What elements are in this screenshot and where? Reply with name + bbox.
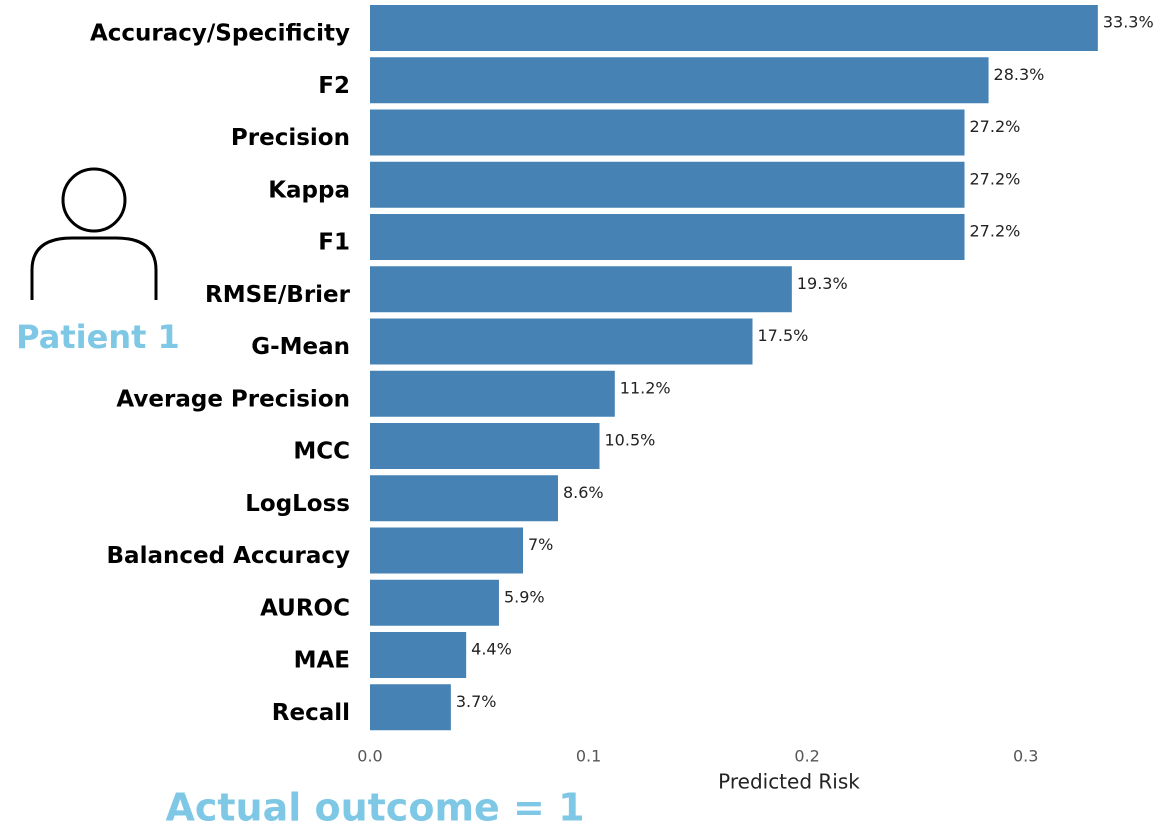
- y-tick-label: AUROC: [260, 595, 350, 621]
- value-label: 33.3%: [1103, 13, 1154, 32]
- bar: [370, 5, 1098, 51]
- y-tick-label: F1: [318, 230, 350, 256]
- y-tick-label: Balanced Accuracy: [107, 543, 350, 569]
- bar: [370, 266, 792, 313]
- value-label: 17.5%: [758, 326, 809, 345]
- value-label: 7%: [528, 535, 553, 554]
- x-axis-label: Predicted Risk: [718, 770, 860, 794]
- y-tick-label: Kappa: [268, 177, 350, 203]
- patient-label: Patient 1: [16, 318, 180, 356]
- value-label: 10.5%: [605, 431, 656, 450]
- value-label: 19.3%: [797, 274, 848, 293]
- y-tick-label: MAE: [294, 648, 350, 674]
- x-tick-label: 0.2: [794, 747, 819, 766]
- bar: [370, 684, 451, 731]
- x-tick-label: 0.3: [1013, 747, 1038, 766]
- bar: [370, 161, 965, 208]
- value-label: 5.9%: [504, 587, 545, 606]
- value-label: 28.3%: [994, 65, 1045, 84]
- outcome-label: Actual outcome = 1: [165, 786, 584, 830]
- y-tick-label: Precision: [231, 125, 350, 151]
- bar: [370, 579, 499, 626]
- y-tick-label: LogLoss: [245, 491, 350, 517]
- bar: [370, 423, 600, 469]
- value-label: 4.4%: [471, 640, 512, 659]
- y-tick-label: RMSE/Brier: [205, 282, 351, 308]
- value-label: 27.2%: [970, 117, 1021, 136]
- bar: [370, 57, 989, 104]
- person-icon: [30, 167, 158, 300]
- bar: [370, 527, 523, 574]
- y-tick-label: Average Precision: [116, 386, 350, 412]
- bar: [370, 214, 965, 260]
- bar: [370, 475, 558, 522]
- value-label: 8.6%: [563, 483, 604, 502]
- bar: [370, 370, 615, 417]
- bar: [370, 632, 467, 678]
- x-tick-label: 0.0: [357, 747, 382, 766]
- y-tick-label: F2: [318, 73, 350, 99]
- value-label: 3.7%: [456, 692, 497, 711]
- x-tick-label: 0.1: [576, 747, 601, 766]
- value-label: 27.2%: [970, 169, 1021, 188]
- value-label: 27.2%: [970, 222, 1021, 241]
- y-tick-label: G-Mean: [251, 334, 350, 360]
- value-label: 11.2%: [620, 378, 671, 397]
- y-tick-label: Accuracy/Specificity: [90, 21, 350, 47]
- y-tick-label: Recall: [272, 700, 350, 726]
- bar: [370, 318, 753, 365]
- y-tick-label: MCC: [293, 439, 350, 465]
- bar: [370, 109, 965, 156]
